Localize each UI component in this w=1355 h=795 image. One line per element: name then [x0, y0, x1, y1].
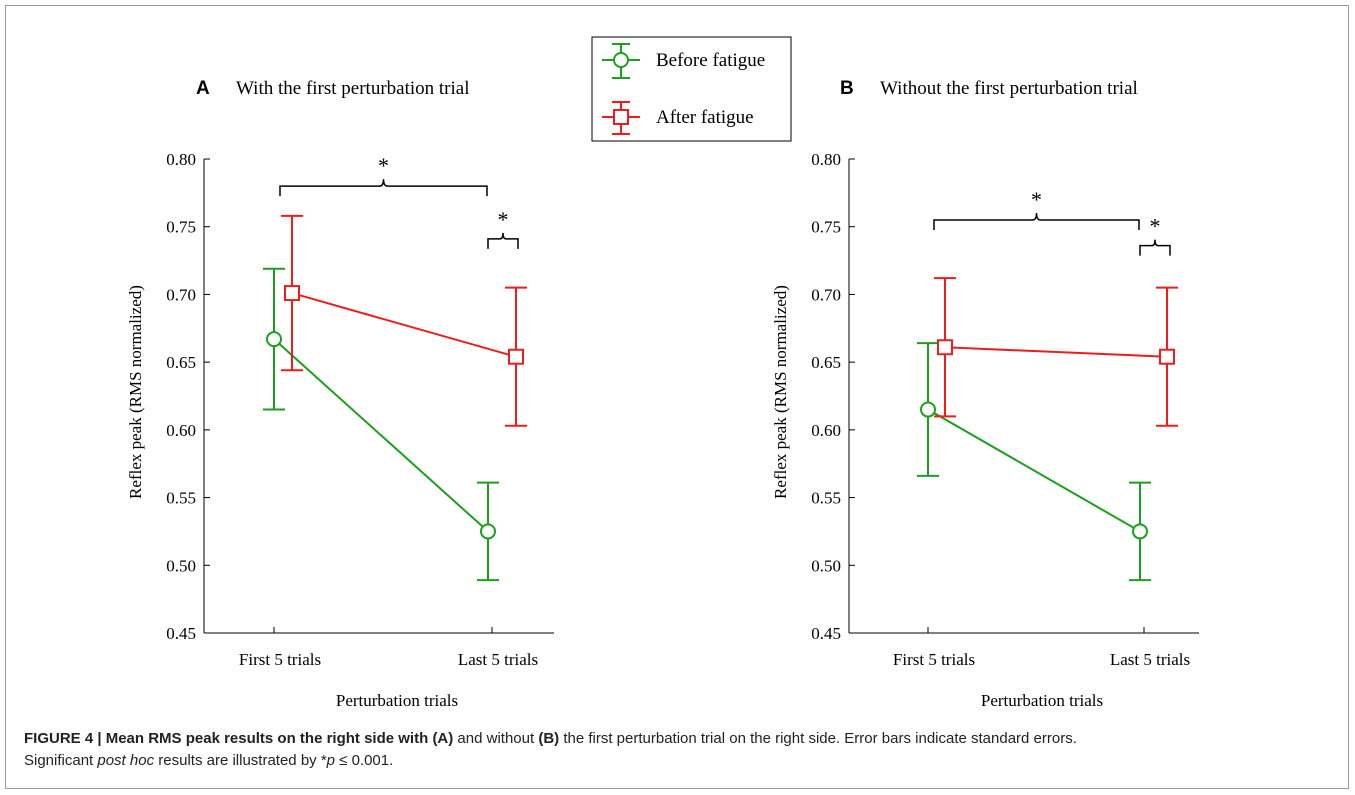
x-axis-label: Perturbation trials [336, 691, 458, 710]
caption-label: FIGURE 4 | Mean RMS peak results on the … [24, 730, 433, 747]
caption-label-a: (A) [432, 730, 454, 747]
caption-line2-a: Significant [24, 752, 98, 769]
panel-title: With the first perturbation trial [236, 78, 470, 99]
y-tick-label: 0.50 [166, 556, 196, 575]
significance-bracket-small [1139, 239, 1171, 256]
data-point-before [920, 401, 936, 418]
y-tick-label: 0.60 [166, 421, 196, 440]
panel-letter: B [840, 78, 854, 99]
significance-star: * [1150, 214, 1161, 239]
significance-star: * [378, 153, 389, 178]
data-point-before [266, 331, 282, 348]
legend-marker-after [613, 109, 629, 125]
caption-line2-italic: post hoc [97, 752, 155, 769]
legend-label-before: Before fatigue [656, 50, 765, 71]
legend: Before fatigue After fatigue [591, 36, 792, 142]
y-axis-label: Reflex peak (RMS normalized) [126, 285, 145, 499]
data-point-after [284, 285, 300, 302]
legend-label-after: After fatigue [656, 107, 754, 128]
y-tick-label: 0.55 [811, 489, 841, 508]
data-point-after [937, 339, 953, 356]
data-point-after [508, 348, 524, 365]
series-line [291, 292, 517, 358]
x-tick-label: Last 5 trials [458, 650, 538, 669]
chart-panel-a: A With the first perturbation trial 0.80 0.… [126, 78, 554, 710]
series-line [944, 346, 1168, 358]
chart-panel-b: B Without the first perturbation trial 0.8… [771, 78, 1199, 710]
y-tick-label: 0.55 [166, 489, 196, 508]
y-tick-label: 0.60 [811, 421, 841, 440]
y-tick-label: 0.80 [811, 150, 841, 169]
y-tick-label: 0.65 [811, 353, 841, 372]
data-point-after [1159, 348, 1175, 365]
figure-canvas: A With the first perturbation trial 0.80 0.… [126, 36, 1199, 710]
y-tick-label: 0.45 [166, 624, 196, 643]
caption-line2-c: ≤ 0.001. [335, 752, 394, 769]
y-tick-label: 0.50 [811, 556, 841, 575]
caption-rest: the first perturbation trial on the righ… [559, 730, 1077, 747]
caption-mid: and without [453, 730, 539, 747]
x-tick-label: First 5 trials [893, 650, 975, 669]
x-tick-label: First 5 trials [239, 650, 321, 669]
significance-star: * [1031, 187, 1042, 212]
significance-bracket-small [487, 232, 519, 249]
y-tick-label: 0.75 [166, 218, 196, 237]
data-point-before [480, 523, 496, 540]
y-axis-label: Reflex peak (RMS normalized) [771, 285, 790, 499]
data-point-before [1132, 523, 1148, 540]
y-tick-label: 0.70 [166, 285, 196, 304]
significance-star: * [498, 207, 509, 232]
y-tick-label: 0.80 [166, 150, 196, 169]
caption-line2-p: p [326, 752, 336, 769]
panel-letter: A [196, 78, 210, 99]
caption-line2-b: results are illustrated by * [154, 752, 327, 769]
legend-marker-before [613, 52, 629, 68]
y-tick-label: 0.70 [811, 285, 841, 304]
y-tick-label: 0.65 [166, 353, 196, 372]
figure-caption: FIGURE 4 | Mean RMS peak results on the … [24, 728, 1344, 772]
y-tick-label: 0.75 [811, 218, 841, 237]
caption-label-b: (B) [538, 730, 560, 747]
significance-bracket [933, 212, 1140, 230]
series-line [927, 408, 1141, 533]
figure-frame: A With the first perturbation trial 0.80 0.… [5, 5, 1349, 789]
significance-bracket [279, 179, 488, 197]
x-tick-label: Last 5 trials [1110, 650, 1190, 669]
x-axis-label: Perturbation trials [981, 691, 1103, 710]
y-tick-label: 0.45 [811, 624, 841, 643]
panel-title: Without the first perturbation trial [880, 78, 1138, 99]
series-line [273, 338, 489, 533]
